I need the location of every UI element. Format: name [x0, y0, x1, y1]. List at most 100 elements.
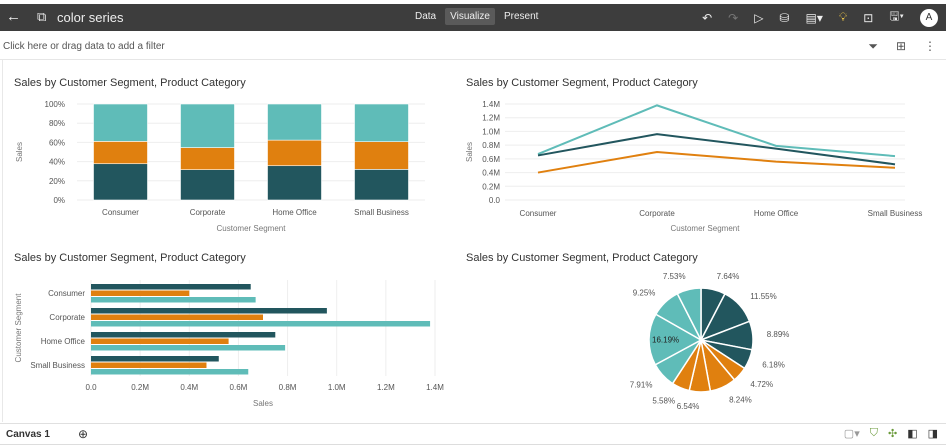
x-tick-label: 0.8M [279, 383, 297, 392]
y-tick-label: 40% [49, 158, 65, 167]
pie-data-label: 7.91% [630, 381, 653, 390]
bar [91, 332, 276, 338]
x-tick-label: 0.6M [230, 383, 248, 392]
left-panel-edge [0, 60, 3, 422]
y-tick-label: 0.4M [482, 169, 500, 178]
tab-visualize[interactable]: Visualize [445, 8, 495, 25]
bar [91, 314, 263, 320]
lightbulb-icon[interactable]: 💡︎ [838, 10, 848, 24]
pie-data-label: 8.24% [729, 396, 752, 405]
bar [91, 284, 251, 290]
more-options-icon[interactable]: ⋮ [924, 39, 936, 53]
redo-icon[interactable]: ↷ [728, 10, 739, 25]
filter-bar[interactable]: Click here or drag data to add a filter … [0, 33, 946, 60]
y-axis-title: Customer Segment [14, 293, 23, 363]
save-icon[interactable]: 🖫▾ [889, 9, 904, 23]
y-tick-label: 1.2M [482, 114, 500, 123]
bar [91, 321, 431, 327]
canvas-layout-icon[interactable]: ▢▾ [843, 428, 860, 440]
y-tick-label: Corporate [49, 313, 85, 322]
undo-icon[interactable]: ↶ [702, 10, 713, 25]
tab-data[interactable]: Data [415, 11, 437, 22]
filter-status-icon[interactable]: ⛉ [869, 427, 878, 439]
y-tick-label: 0.8M [482, 141, 500, 150]
canvas-tabs-bar: Canvas 1 ⊕ ▢▾ ⛉ ✣ ◧ ◨ [0, 423, 946, 445]
x-axis-title: Sales [253, 399, 273, 408]
x-tick-label: Small Business [868, 209, 923, 218]
x-axis-title: Customer Segment [671, 224, 741, 233]
pie-data-label: 7.64% [717, 272, 740, 281]
panel-left-icon[interactable]: ◧ [907, 428, 918, 440]
series-line [537, 150, 896, 174]
stacked-bar-segment [180, 169, 235, 201]
y-axis-title: Sales [465, 142, 474, 162]
x-tick-label: 1.4M [426, 383, 444, 392]
bar [91, 345, 286, 351]
pie-data-label: 6.18% [762, 361, 785, 370]
panel-right-icon[interactable]: ◨ [927, 428, 938, 440]
y-tick-label: 80% [49, 119, 65, 128]
app-header: ← ⧉ color series Data Visualize Present … [0, 4, 946, 31]
stacked-bar-segment [180, 147, 235, 170]
avatar[interactable]: A [920, 8, 938, 27]
stacked-bar-segment [93, 163, 148, 201]
bar [91, 362, 207, 368]
x-tick-label: Home Office [754, 209, 799, 218]
sync-icon[interactable]: ✣ [887, 428, 898, 440]
x-axis-title: Customer Segment [217, 224, 287, 233]
stacked-bar-segment [267, 103, 322, 141]
chart-title: Sales by Customer Segment, Product Categ… [466, 77, 698, 89]
series-line [537, 104, 896, 158]
y-tick-label: Home Office [41, 337, 86, 346]
export-icon[interactable]: ⊡ [863, 10, 874, 25]
bar [91, 356, 219, 362]
play-icon[interactable]: ▷ [754, 10, 764, 25]
chart-logo-icon: ⧉ [37, 9, 47, 24]
x-tick-label: Small Business [354, 208, 409, 217]
back-arrow-icon[interactable]: ← [6, 8, 21, 25]
stacked-bar-segment [93, 103, 148, 142]
chart-title: Sales by Customer Segment, Product Categ… [14, 77, 246, 89]
stacked-bar-segment [354, 141, 409, 170]
layout-menu-icon[interactable]: ▤▾ [805, 10, 823, 25]
series-line [537, 133, 896, 166]
y-tick-label: 60% [49, 138, 65, 147]
y-tick-label: Consumer [48, 289, 85, 298]
stacked-bar-segment [180, 103, 235, 148]
y-tick-label: 100% [45, 100, 65, 109]
x-tick-label: Consumer [102, 208, 139, 217]
stacked-bar-segment [354, 103, 409, 142]
bar [91, 290, 190, 296]
stacked-bar-segment [267, 165, 322, 201]
tab-present[interactable]: Present [503, 11, 539, 22]
y-tick-label: 0% [53, 196, 65, 205]
filter-funnel-icon[interactable]: ⏷ [868, 39, 878, 53]
filter-placeholder[interactable]: Click here or drag data to add a filter [3, 41, 165, 52]
pie-slice [648, 313, 703, 366]
charts-canvas: 0% 20% 40% 60% 80% 100% Consumer Corporate Home … [14, 100, 923, 411]
x-tick-label: 0.4M [180, 383, 198, 392]
y-tick-label: Small Business [30, 361, 85, 370]
pie-data-label: 8.89% [767, 330, 790, 339]
y-axis-title: Sales [15, 142, 24, 162]
y-tick-label: 1.0M [482, 127, 500, 136]
chart-title: Sales by Customer Segment, Product Categ… [14, 252, 246, 264]
x-tick-label: Home Office [272, 208, 317, 217]
x-tick-label: Consumer [520, 209, 557, 218]
x-tick-label: 0.2M [131, 383, 149, 392]
grammar-icon[interactable]: ⊞ [895, 39, 906, 53]
bar [91, 308, 327, 314]
pie-data-label: 6.54% [677, 402, 700, 411]
y-tick-label: 0.2M [482, 182, 500, 191]
y-tick-label: 0.0 [489, 196, 501, 205]
stacked-bar-segment [354, 169, 409, 201]
bar [91, 369, 249, 375]
y-tick-label: 1.4M [482, 100, 500, 109]
add-canvas-icon[interactable]: ⊕ [78, 427, 89, 441]
data-refresh-icon[interactable]: ⛁ [779, 10, 790, 25]
y-tick-label: 20% [49, 177, 65, 186]
x-tick-label: Corporate [190, 208, 226, 217]
pie-data-label: 11.55% [750, 292, 777, 301]
stacked-bar-segment [267, 139, 322, 167]
canvas-tab[interactable]: Canvas 1 [6, 429, 50, 440]
